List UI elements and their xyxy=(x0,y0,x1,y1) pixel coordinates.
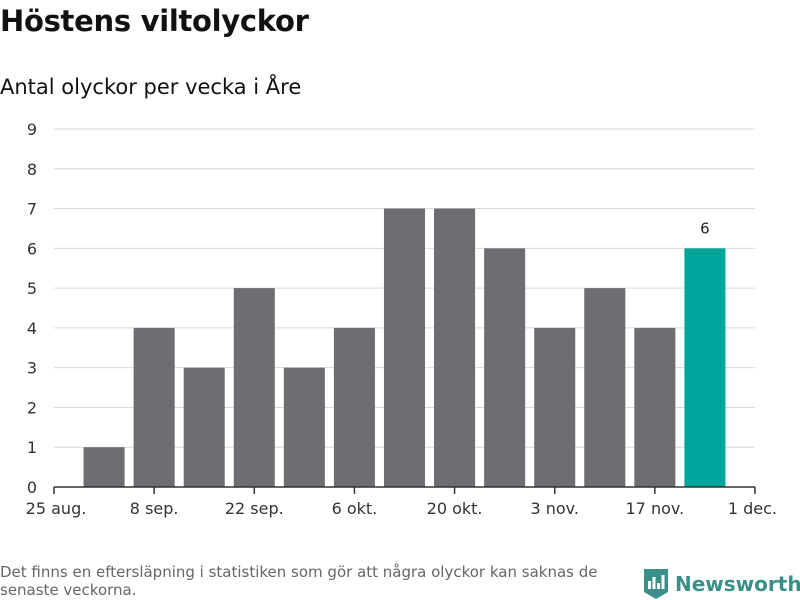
y-tick-label: 3 xyxy=(27,359,37,378)
bar xyxy=(283,367,325,487)
x-tick-label: 20 okt. xyxy=(427,499,483,518)
y-axis-ticks: 0 1 2 3 4 5 6 7 8 9 xyxy=(27,120,37,497)
y-tick-label: 2 xyxy=(27,398,37,417)
newsworthy-logo-icon xyxy=(644,569,668,599)
bar xyxy=(83,447,125,487)
y-tick-label: 7 xyxy=(27,200,37,219)
x-tick-label: 6 okt. xyxy=(332,499,378,518)
y-tick-label: 8 xyxy=(27,160,37,179)
y-tick-label: 6 xyxy=(27,239,37,258)
y-tick-label: 1 xyxy=(27,438,37,457)
x-tick-label: 17 nov. xyxy=(626,499,685,518)
chart-title: Höstens viltolyckor xyxy=(0,4,309,38)
bar xyxy=(634,327,676,487)
y-tick-label: 5 xyxy=(27,279,37,298)
newsworthy-brand[interactable]: Newsworthy xyxy=(644,569,800,599)
bar xyxy=(534,327,576,487)
bar xyxy=(434,208,476,488)
y-tick-label: 0 xyxy=(27,478,37,497)
footnote: Det finns en eftersläpning i statistiken… xyxy=(0,563,598,599)
x-tick-label: 22 sep. xyxy=(225,499,284,518)
bar xyxy=(133,327,175,487)
bar xyxy=(383,208,426,488)
bar-highlighted xyxy=(684,248,726,487)
x-axis: 25 aug. 8 sep. 22 sep. 6 okt. 20 okt. 3 nov. 1… xyxy=(26,486,777,518)
bar xyxy=(333,327,375,487)
bars xyxy=(83,208,726,488)
data-label: 6 xyxy=(700,219,710,237)
bar xyxy=(183,367,225,487)
brand-name: Newsworthy xyxy=(675,572,800,596)
x-tick-label: 3 nov. xyxy=(530,499,579,518)
x-tick-label: 1 dec. xyxy=(728,499,777,518)
x-tick-label: 25 aug. xyxy=(26,499,87,518)
chart-subtitle: Antal olyckor per vecka i Åre xyxy=(0,75,302,99)
x-tick-label: 8 sep. xyxy=(130,499,179,518)
bar xyxy=(584,288,626,487)
data-labels: 6 xyxy=(700,219,710,237)
bar xyxy=(233,288,275,487)
bar xyxy=(484,248,526,487)
y-tick-label: 4 xyxy=(27,319,37,338)
y-tick-label: 9 xyxy=(27,120,37,139)
